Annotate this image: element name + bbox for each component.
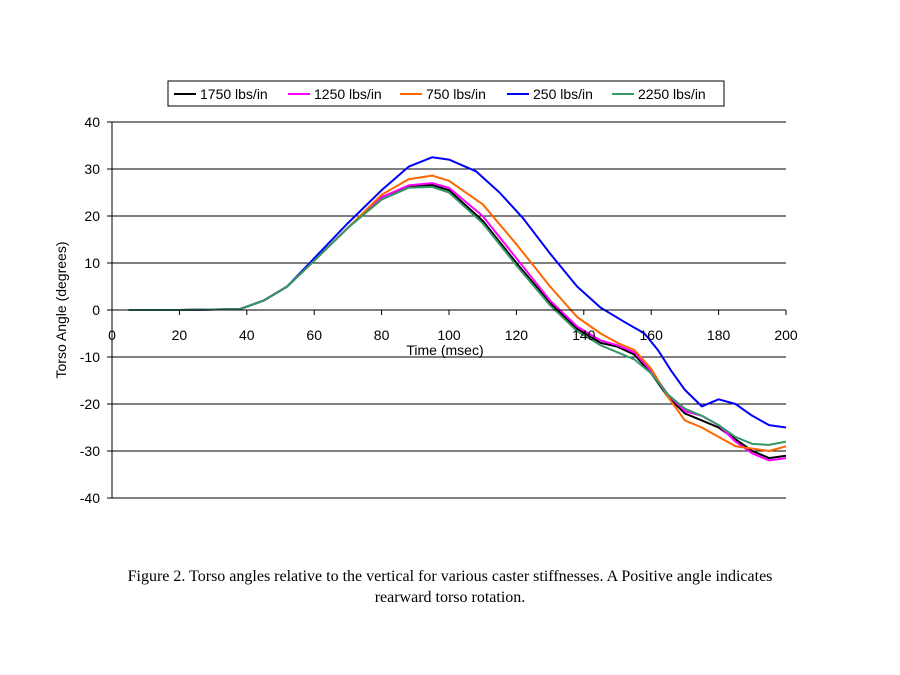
y-tick-label: 40: [84, 114, 100, 130]
legend-label-0: 1750 lbs/in: [200, 86, 268, 102]
y-tick-label: -20: [80, 396, 100, 412]
y-tick-label: -40: [80, 490, 100, 506]
series-line-0: [128, 184, 787, 460]
x-tick-label: 100: [437, 327, 461, 343]
legend: 1750 lbs/in 1250 lbs/in 750 lbs/in 250 lbs/…: [167, 80, 725, 107]
y-tick-label: 20: [84, 208, 100, 224]
x-tick-label: 180: [707, 327, 731, 343]
legend-label-1: 1250 lbs/in: [314, 86, 382, 102]
x-tick-label: 120: [505, 327, 529, 343]
x-tick-label: 40: [239, 327, 255, 343]
legend-label-4: 2250 lbs/in: [638, 86, 706, 102]
y-tick-label: 0: [92, 302, 100, 318]
y-tick-label: -10: [80, 349, 100, 365]
gridlines: [112, 121, 786, 499]
caption-line-2: rearward torso rotation.: [374, 589, 526, 606]
series-line-1: [128, 182, 787, 462]
figure-caption: Figure 2. Torso angles relative to the v…: [0, 566, 900, 608]
x-tick-label: 160: [640, 327, 664, 343]
legend-label-2: 750 lbs/in: [426, 86, 486, 102]
caption-line-1: Figure 2. Torso angles relative to the v…: [127, 568, 773, 585]
x-axis-label: Time (msec): [406, 342, 483, 358]
series-line-4: [128, 185, 787, 446]
x-tick-label: 200: [774, 327, 798, 343]
x-tick-label: 60: [306, 327, 322, 343]
legend-label-3: 250 lbs/in: [533, 86, 593, 102]
y-tick-label: 30: [84, 161, 100, 177]
y-axis-label: Torso Angle (degrees): [53, 242, 69, 379]
x-tick-label: 80: [374, 327, 390, 343]
series-lines: [128, 156, 787, 462]
x-tick-label: 20: [172, 327, 188, 343]
axes: [107, 121, 787, 499]
y-tick-label: -30: [80, 443, 100, 459]
y-tick-label: 10: [84, 255, 100, 271]
x-tick-label: 140: [572, 327, 596, 343]
x-tick-label: 0: [108, 327, 116, 343]
